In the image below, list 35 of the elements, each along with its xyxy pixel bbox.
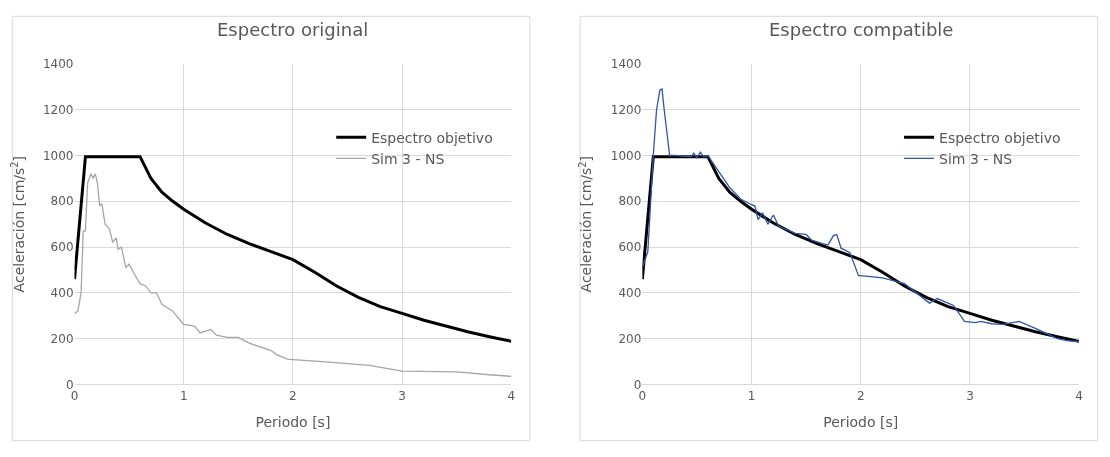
y-tick-label: 1400 [42, 57, 74, 72]
x-axis-title: Periodo [s] [255, 414, 331, 431]
y-tick-label: 200 [50, 331, 74, 346]
line-series [642, 88, 1080, 342]
legend-label: Espectro objetivo [371, 129, 493, 146]
y-tick-label: 1000 [610, 148, 642, 163]
x-tick-label: 3 [966, 388, 974, 403]
line-series [74, 155, 512, 343]
x-tick-label: 3 [398, 388, 406, 403]
y-tick-label: 1400 [610, 57, 642, 72]
y-tick-label: 1000 [42, 148, 74, 163]
x-tick-label: 4 [507, 388, 516, 403]
y-tick-label: 600 [50, 240, 74, 255]
x-axis-title: Periodo [s] [823, 414, 899, 431]
y-tick-label: 0 [65, 377, 74, 392]
y-tick-label: 400 [50, 286, 74, 301]
x-tick-label: 4 [1075, 388, 1083, 403]
x-tick-label: 1 [747, 388, 756, 403]
y-tick-label: 0 [633, 377, 642, 392]
y-tick-label: 800 [50, 194, 74, 209]
y-tick-label: 400 [618, 286, 642, 301]
legend-label: Espectro objetivo [939, 129, 1061, 146]
y-tick-label: 1200 [42, 102, 74, 117]
x-tick-label: 2 [289, 388, 297, 403]
chart-title: Espectro original [217, 19, 369, 40]
legend-label: Sim 3 - NS [371, 150, 445, 167]
y-tick-label: 800 [618, 194, 642, 209]
chart-title: Espectro compatible [769, 19, 954, 40]
x-tick-label: 2 [856, 388, 865, 403]
y-tick-label: 600 [618, 240, 642, 255]
y-tick-label: 1200 [610, 102, 642, 117]
y-tick-label: 200 [618, 331, 642, 346]
legend-label: Sim 3 - NS [939, 150, 1013, 167]
line-series [74, 173, 512, 378]
x-tick-label: 1 [179, 388, 188, 403]
